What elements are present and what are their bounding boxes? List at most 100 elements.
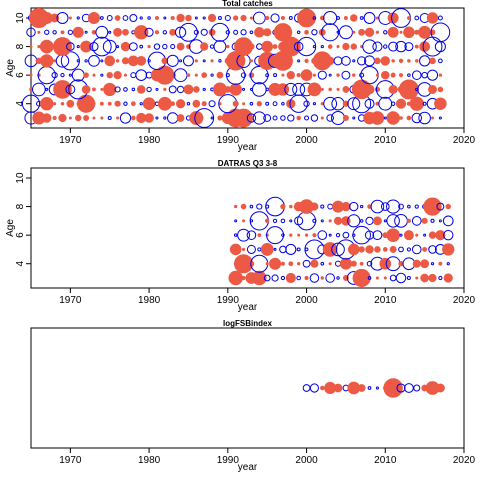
residual-bubble [341,55,351,66]
residual-bubble [317,70,327,80]
residual-bubble [263,274,271,282]
x-tick-label: 2010 [374,455,397,466]
residual-bubble [426,69,439,81]
residual-bubble [279,245,287,254]
residual-bubble [407,59,411,63]
residual-bubble [263,114,272,122]
residual-bubble [155,87,159,91]
residual-bubble [201,101,207,107]
residual-bubble [114,100,121,107]
residual-bubble [366,260,373,267]
y-tick-label: 6 [15,72,26,78]
residual-bubble [176,42,185,51]
residual-bubble [186,102,191,106]
residual-bubble [87,12,100,24]
residual-bubble [296,247,301,252]
residual-bubble [273,73,278,78]
residual-bubble [342,100,350,107]
residual-bubble [438,261,443,266]
residual-bubble [106,71,113,79]
residual-bubble [336,16,340,20]
residual-bubble [99,101,104,106]
x-tick-label: 2000 [295,135,318,146]
residual-bubble [269,257,282,270]
residual-bubble [350,43,357,50]
residual-bubble [320,102,324,106]
residual-bubble [201,72,208,79]
residual-bubble [32,82,46,97]
x-tick-label: 1990 [217,455,240,466]
residual-bubble [280,203,286,210]
residual-bubble [194,16,198,20]
x-tick-label: 2000 [295,455,318,466]
residual-bubble [350,14,358,22]
residual-bubble [83,72,89,78]
residual-bubble [240,203,247,210]
residual-bubble [37,44,41,49]
residual-bubble [265,87,269,92]
residual-bubble [265,73,270,78]
residual-bubble [383,116,387,120]
residual-bubble [399,233,403,237]
residual-bubble [251,82,267,97]
residual-bubble [296,275,301,281]
residual-bubble [375,73,379,77]
residual-bubble [312,16,317,20]
residual-bubble [170,44,176,50]
residual-bubble [414,204,419,209]
residual-bubble [92,116,96,120]
residual-bubble [395,40,407,53]
residual-bubble [395,98,407,109]
residual-bubble [53,37,72,57]
residual-bubble [391,59,395,63]
residual-bubble [320,276,324,280]
residual-bubble [336,45,340,49]
residual-bubble [430,218,435,223]
residual-bubble [398,73,404,78]
residual-bubble [232,100,239,107]
residual-bubble [383,219,387,223]
residual-bubble [80,40,93,53]
residual-bubble [304,247,309,252]
residual-bubble [296,262,301,266]
residual-bubble [208,100,216,108]
residual-bubble [95,25,109,39]
residual-bubble [429,57,436,65]
residual-bubble [170,15,175,21]
residual-bubble [29,87,33,92]
residual-bubble [411,70,422,80]
residual-bubble [339,257,352,270]
residual-bubble [438,219,442,223]
residual-bubble [325,273,335,283]
residual-bubble [362,39,377,54]
residual-bubble [296,115,301,121]
residual-bubble [240,14,247,22]
residual-bubble [388,84,398,94]
residual-bubble [302,384,311,392]
residual-bubble [435,383,445,393]
residual-bubble [421,71,428,79]
residual-bubble [379,257,392,270]
residual-bubble [320,116,324,120]
residual-bubble [129,14,138,22]
residual-bubble [229,243,242,256]
residual-bubble [300,69,313,82]
residual-bubble [349,201,359,212]
residual-bubble [303,100,310,107]
residual-bubble [92,36,112,57]
residual-bubble [242,87,246,91]
residual-bubble [229,83,242,96]
residual-bubble [40,97,54,111]
residual-bubble [320,261,325,266]
residual-bubble [320,219,324,223]
residual-bubble [228,270,243,286]
residual-bubble [209,44,215,49]
residual-bubble [367,276,372,280]
residual-bubble [289,233,293,237]
residual-bubble [342,42,350,51]
y-tick-label: 10 [15,12,26,24]
residual-bubble [242,219,246,223]
y-tick-label: 10 [15,172,26,184]
residual-bubble [50,13,60,23]
residual-bubble [285,272,296,284]
